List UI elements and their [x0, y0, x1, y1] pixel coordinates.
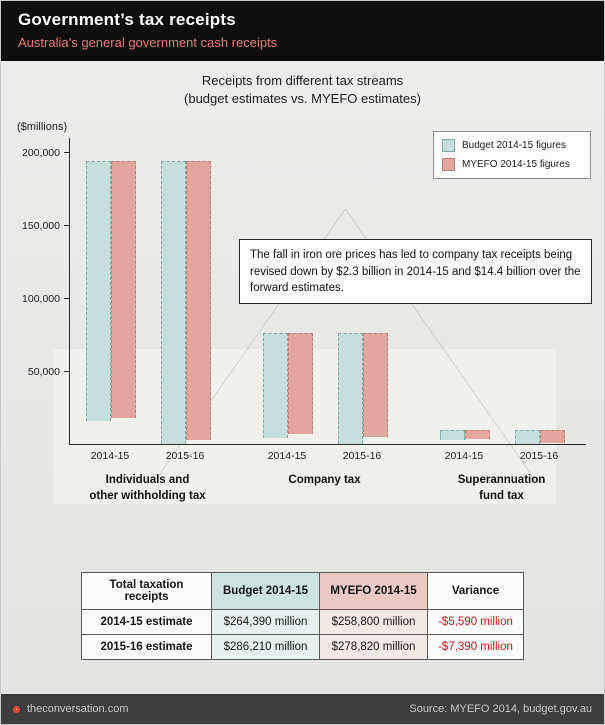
- footer: theconversation.com Source: MYEFO 2014, …: [1, 694, 604, 724]
- year-label: 2015-16: [165, 450, 205, 463]
- bar-pair: [86, 161, 136, 444]
- year-label: 2015-16: [342, 450, 382, 463]
- legend-swatch-icon: [442, 139, 455, 152]
- table-row: 2015-16 estimate $286,210 million $278,8…: [81, 634, 524, 661]
- bar-pair: [515, 430, 565, 445]
- bar-pair: [338, 333, 388, 445]
- legend-item: MYEFO 2014-15 figures: [442, 158, 582, 171]
- legend-label: MYEFO 2014-15 figures: [462, 159, 570, 170]
- bar-myefo-2014-15: [111, 161, 136, 419]
- row-label: 2014-15 estimate: [81, 609, 212, 636]
- budget-value: $264,390 million: [211, 609, 320, 636]
- y-axis-tick-label: 200,000: [22, 147, 60, 160]
- y-axis-tick-mark: [64, 298, 69, 300]
- myefo-value: $278,820 million: [319, 634, 428, 661]
- year-label: 2015-16: [519, 450, 559, 463]
- bar-chart: 50,000 100,000 150,000 200,000 The fall in …: [1, 138, 604, 446]
- table-row: 2014-15 estimate $264,390 million $258,8…: [81, 609, 524, 636]
- year-label: 2014-15: [267, 450, 307, 463]
- y-axis-tick-label: 150,000: [22, 220, 60, 233]
- y-axis-tick-label: 50,000: [27, 366, 60, 379]
- chart-area: Receipts from different tax streams (bud…: [1, 61, 604, 694]
- bar-group: [263, 333, 388, 445]
- chart-title-line2: (budget estimates vs. MYEFO estimates): [184, 91, 421, 107]
- tax-stream-label: Company tax: [288, 474, 361, 487]
- table-header-row: Total taxation receipts Budget 2014-15 M…: [81, 572, 524, 611]
- page-subtitle: Australia’s general government cash rece…: [18, 35, 278, 50]
- bar-budget-2014-15: [440, 430, 465, 441]
- table-header-label: Total taxation receipts: [81, 572, 212, 611]
- bar-pair: [440, 430, 490, 444]
- page-title: Government’s tax receipts: [18, 10, 236, 29]
- y-axis-tick-mark: [64, 371, 69, 373]
- bar-budget-2014-15: [263, 333, 288, 439]
- legend-swatch-icon: [442, 158, 455, 171]
- bar-pair: [263, 333, 313, 444]
- bar-myefo-2015-16: [363, 333, 388, 438]
- year-label: 2014-15: [444, 450, 484, 463]
- variance-value: -$5,590 million: [427, 609, 524, 636]
- tax-stream-label: Superannuation fund tax: [457, 474, 546, 502]
- x-label-group: 2014-15 2015-16 Individuals and other withh…: [85, 450, 210, 504]
- bar-budget-2015-16: [515, 430, 540, 445]
- myefo-value: $258,800 million: [319, 609, 428, 636]
- tax-stream-label: Individuals and other withholding tax: [89, 474, 206, 502]
- site-name: theconversation.com: [27, 703, 129, 715]
- y-axis-tick-mark: [64, 225, 69, 227]
- summary-table: Total taxation receipts Budget 2014-15 M…: [81, 572, 524, 661]
- y-axis: 50,000 100,000 150,000 200,000: [1, 138, 69, 445]
- legend-label: Budget 2014-15 figures: [462, 140, 566, 151]
- bar-budget-2015-16: [338, 333, 363, 445]
- conversation-logo-icon: [13, 705, 20, 713]
- bar-myefo-2015-16: [186, 161, 211, 441]
- x-label-group: 2014-15 2015-16 Superannuation fund tax: [439, 450, 564, 504]
- bar-pair: [161, 161, 211, 445]
- chart-legend: Budget 2014-15 figures MYEFO 2014-15 figu…: [433, 131, 591, 179]
- y-axis-unit-label: ($millions): [17, 121, 68, 134]
- row-label: 2015-16 estimate: [81, 634, 212, 661]
- budget-value: $286,210 million: [211, 634, 320, 661]
- annotation-box: The fall in iron ore prices has led to c…: [239, 239, 592, 305]
- year-label: 2014-15: [90, 450, 130, 463]
- bar-myefo-2015-16: [540, 430, 565, 444]
- bar-myefo-2014-15: [288, 333, 313, 435]
- bar-budget-2015-16: [161, 161, 186, 445]
- footer-branding: theconversation.com: [13, 703, 129, 715]
- table-header-myefo: MYEFO 2014-15: [319, 572, 428, 611]
- chart-plot-area: The fall in iron ore prices has led to c…: [69, 138, 592, 446]
- chart-title-line1: Receipts from different tax streams: [201, 73, 404, 88]
- x-label-group: 2014-15 2015-16 Company tax: [262, 450, 387, 504]
- bar-myefo-2014-15: [465, 430, 490, 440]
- chart-title: Receipts from different tax streams (bud…: [1, 72, 604, 108]
- x-axis-labels: 2014-15 2015-16 Individuals and other withh…: [85, 450, 604, 504]
- bar-group: [440, 430, 565, 445]
- variance-value: -$7,390 million: [427, 634, 524, 661]
- y-axis-tick-label: 100,000: [22, 293, 60, 306]
- bar-group: [86, 161, 211, 445]
- bar-budget-2014-15: [86, 161, 111, 422]
- source-credit: Source: MYEFO 2014, budget.gov.au: [409, 703, 592, 715]
- y-axis-tick-mark: [64, 152, 69, 154]
- table-header-budget: Budget 2014-15: [211, 572, 320, 611]
- header: Government’s tax receipts Australia’s ge…: [1, 1, 604, 61]
- table-header-variance: Variance: [427, 572, 524, 611]
- bars-container: [70, 161, 604, 445]
- legend-item: Budget 2014-15 figures: [442, 139, 582, 152]
